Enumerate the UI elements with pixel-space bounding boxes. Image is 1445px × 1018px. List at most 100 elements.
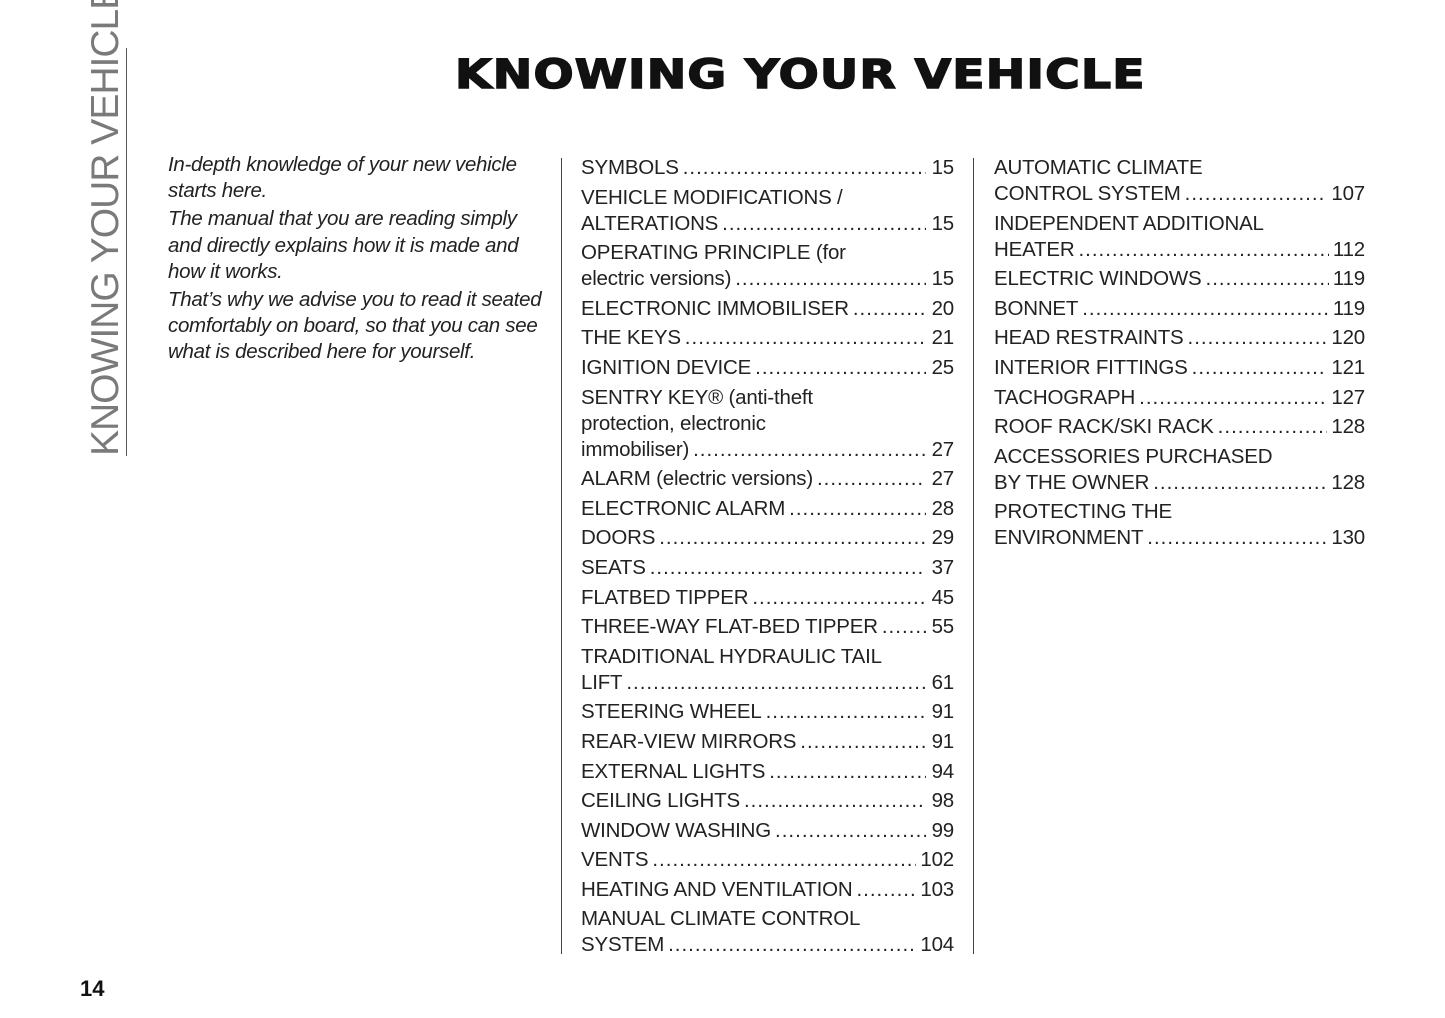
toc-entry[interactable]: INTERIOR FITTINGS 121 — [994, 355, 1365, 381]
dot-leader — [659, 525, 926, 551]
toc-entry-text: ELECTRONIC IMMOBILISER — [581, 296, 849, 320]
toc-entry-text: INTERIOR FITTINGS — [994, 355, 1188, 379]
toc-page-number: 29 — [931, 526, 955, 550]
dot-leader — [1139, 385, 1327, 411]
toc-page-number: 20 — [931, 296, 955, 320]
toc-entry[interactable]: REAR-VIEW MIRRORS 91 — [581, 729, 954, 755]
dot-leader — [752, 585, 926, 611]
intro-text: In-depth knowledge of your new vehicle s… — [168, 152, 548, 368]
toc-entry-text: EXTERNAL LIGHTS — [581, 759, 766, 783]
toc-page-number: 45 — [931, 585, 955, 609]
dot-leader — [1188, 325, 1328, 351]
toc-entry[interactable]: ELECTRONIC IMMOBILISER 20 — [581, 296, 954, 322]
toc-entry[interactable]: OPERATING PRINCIPLE (for electric version… — [581, 240, 954, 292]
toc-entry[interactable]: VEHICLE MODIFICATIONS /ALTERATIONS 15 — [581, 185, 954, 237]
toc-entry[interactable]: IGNITION DEVICE 25 — [581, 355, 954, 381]
toc-entry-text: REAR-VIEW MIRRORS — [581, 729, 797, 753]
toc-page-number: 91 — [931, 700, 955, 724]
toc-page-number: 128 — [1331, 415, 1365, 439]
toc-column-right: AUTOMATIC CLIMATE CONTROL SYSTEM 107 INDEPE… — [994, 155, 1365, 555]
dot-leader — [1185, 181, 1328, 207]
dot-leader — [650, 555, 926, 581]
toc-entry[interactable]: HEATING AND VENTILATION 103 — [581, 877, 954, 903]
page-title: KNOWING YOUR VEHICLE — [454, 51, 1146, 99]
dot-leader — [626, 670, 926, 696]
dot-leader — [685, 325, 926, 351]
toc-entry-text: CONTROL SYSTEM — [994, 182, 1181, 205]
toc-entry[interactable]: ELECTRONIC ALARM 28 — [581, 496, 954, 522]
toc-entry-text: immobiliser) — [581, 437, 690, 461]
dot-leader — [652, 847, 916, 873]
toc-entry[interactable]: ELECTRIC WINDOWS 119 — [994, 266, 1365, 292]
column-divider — [561, 158, 562, 954]
toc-entry-text: MANUAL CLIMATE CONTROL — [581, 907, 861, 931]
toc-page-number: 37 — [931, 555, 955, 579]
dot-leader — [1206, 266, 1329, 292]
dot-leader — [1153, 470, 1327, 496]
toc-entry-text: ALTERATIONS — [581, 211, 719, 235]
dot-leader — [789, 496, 926, 522]
toc-entry[interactable]: TACHOGRAPH 127 — [994, 385, 1365, 411]
dot-leader — [800, 729, 926, 755]
toc-page-number: 130 — [1331, 526, 1365, 550]
toc-entry-text: OPERATING PRINCIPLE (for — [581, 241, 846, 265]
toc-entry[interactable]: ROOF RACK/SKI RACK 128 — [994, 414, 1365, 440]
toc-page-number: 119 — [1332, 267, 1365, 291]
dot-leader — [882, 614, 926, 640]
toc-entry[interactable]: THREE-WAY FLAT-BED TIPPER 55 — [581, 614, 954, 640]
toc-entry[interactable]: CEILING LIGHTS 98 — [581, 788, 954, 814]
toc-entry-text: SYSTEM — [581, 933, 665, 957]
toc-page-number: 55 — [931, 615, 955, 639]
toc-entry[interactable]: SEATS 37 — [581, 555, 954, 581]
toc-entry[interactable]: VENTS 102 — [581, 847, 954, 873]
toc-page-number: 127 — [1331, 385, 1365, 409]
toc-entry-text: HEAD RESTRAINTS — [994, 326, 1184, 350]
toc-entry[interactable]: ALARM (electric versions) 27 — [581, 466, 954, 492]
toc-entry[interactable]: HEAD RESTRAINTS 120 — [994, 325, 1365, 351]
toc-entry-text: ELECTRIC WINDOWS — [994, 267, 1202, 291]
toc-entry-text: VEHICLE MODIFICATIONS / — [581, 185, 843, 209]
toc-entry-text: electric versions) — [581, 267, 732, 291]
toc-entry[interactable]: THE KEYS 21 — [581, 325, 954, 351]
toc-entry-text: AUTOMATIC CLIMATE — [994, 156, 1203, 179]
toc-entry-text: WINDOW WASHING — [581, 818, 772, 842]
toc-entry-text: THE KEYS — [581, 326, 681, 350]
dot-leader — [817, 466, 926, 492]
toc-page-number: 128 — [1331, 470, 1365, 494]
toc-entry[interactable]: DOORS 29 — [581, 525, 954, 551]
toc-entry[interactable]: SENTRY KEY® (anti-theft protection, elect… — [581, 385, 954, 463]
toc-entry-text: VENTS — [581, 848, 649, 872]
toc-page-number: 112 — [1332, 237, 1365, 261]
toc-page-number: 94 — [931, 759, 955, 783]
toc-entry[interactable]: AUTOMATIC CLIMATE CONTROL SYSTEM 107 — [994, 155, 1365, 207]
toc-entry-text: BONNET — [994, 296, 1079, 320]
toc-page-number: 121 — [1331, 355, 1365, 379]
toc-entry-text: TRADITIONAL HYDRAULIC TAIL — [581, 644, 882, 668]
toc-entry[interactable]: WINDOW WASHING 99 — [581, 818, 954, 844]
toc-page-number: 21 — [931, 326, 955, 350]
dot-leader — [668, 932, 916, 958]
toc-entry[interactable]: SYMBOLS 15 — [581, 155, 954, 181]
toc-entry[interactable]: STEERING WHEEL 91 — [581, 699, 954, 725]
toc-page-number: 15 — [931, 156, 955, 179]
toc-entry[interactable]: FLATBED TIPPER 45 — [581, 585, 954, 611]
side-tab: KNOWING YOUR VEHICLE — [84, 0, 127, 456]
toc-entry-text: ACCESSORIES PURCHASED — [994, 444, 1273, 468]
toc-page-number: 27 — [931, 467, 955, 491]
intro-paragraph: That’s why we advise you to read it seat… — [168, 288, 542, 364]
intro-paragraph: In-depth knowledge of your new vehicle s… — [168, 153, 517, 203]
dot-leader — [755, 355, 926, 381]
dot-leader — [1192, 355, 1328, 381]
toc-entry-text: LIFT — [581, 670, 623, 694]
toc-entry[interactable]: EXTERNAL LIGHTS 94 — [581, 759, 954, 785]
toc-entry[interactable]: BONNET 119 — [994, 296, 1365, 322]
toc-entry-text: INDEPENDENT ADDITIONAL — [994, 211, 1264, 235]
toc-page-number: 107 — [1331, 182, 1365, 205]
page-number: 14 — [80, 976, 105, 1001]
toc-entry-text: HEATER — [994, 237, 1075, 261]
